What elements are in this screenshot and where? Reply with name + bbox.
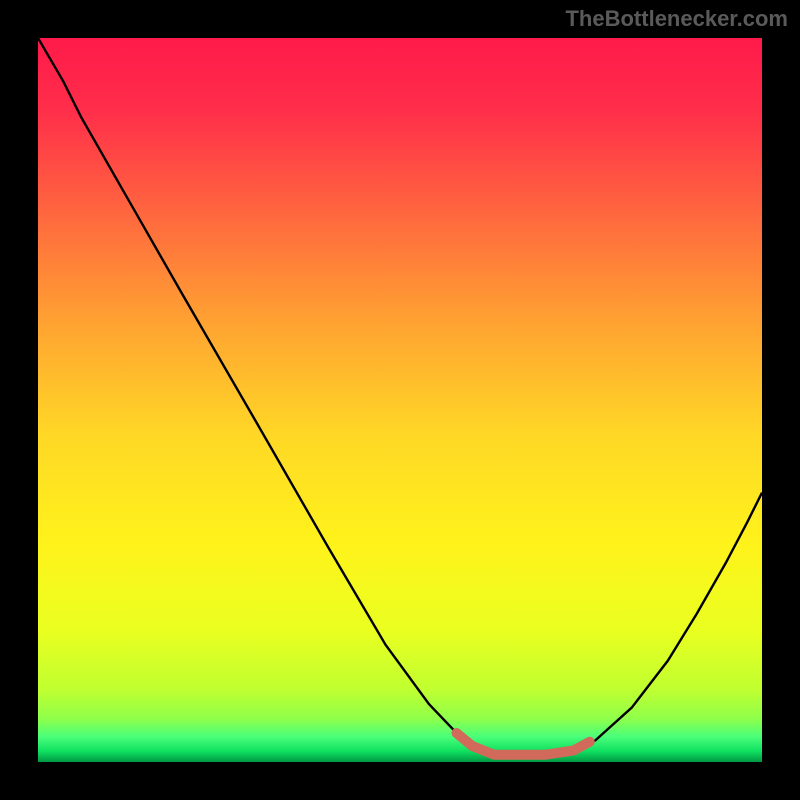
plot-area [38, 38, 762, 762]
chart-container: { "watermark": { "text": "TheBottlenecke… [0, 0, 800, 800]
watermark-text: TheBottlenecker.com [565, 6, 788, 32]
curve-path [38, 38, 762, 756]
highlight-path [456, 733, 589, 755]
bottleneck-curve [38, 38, 762, 762]
